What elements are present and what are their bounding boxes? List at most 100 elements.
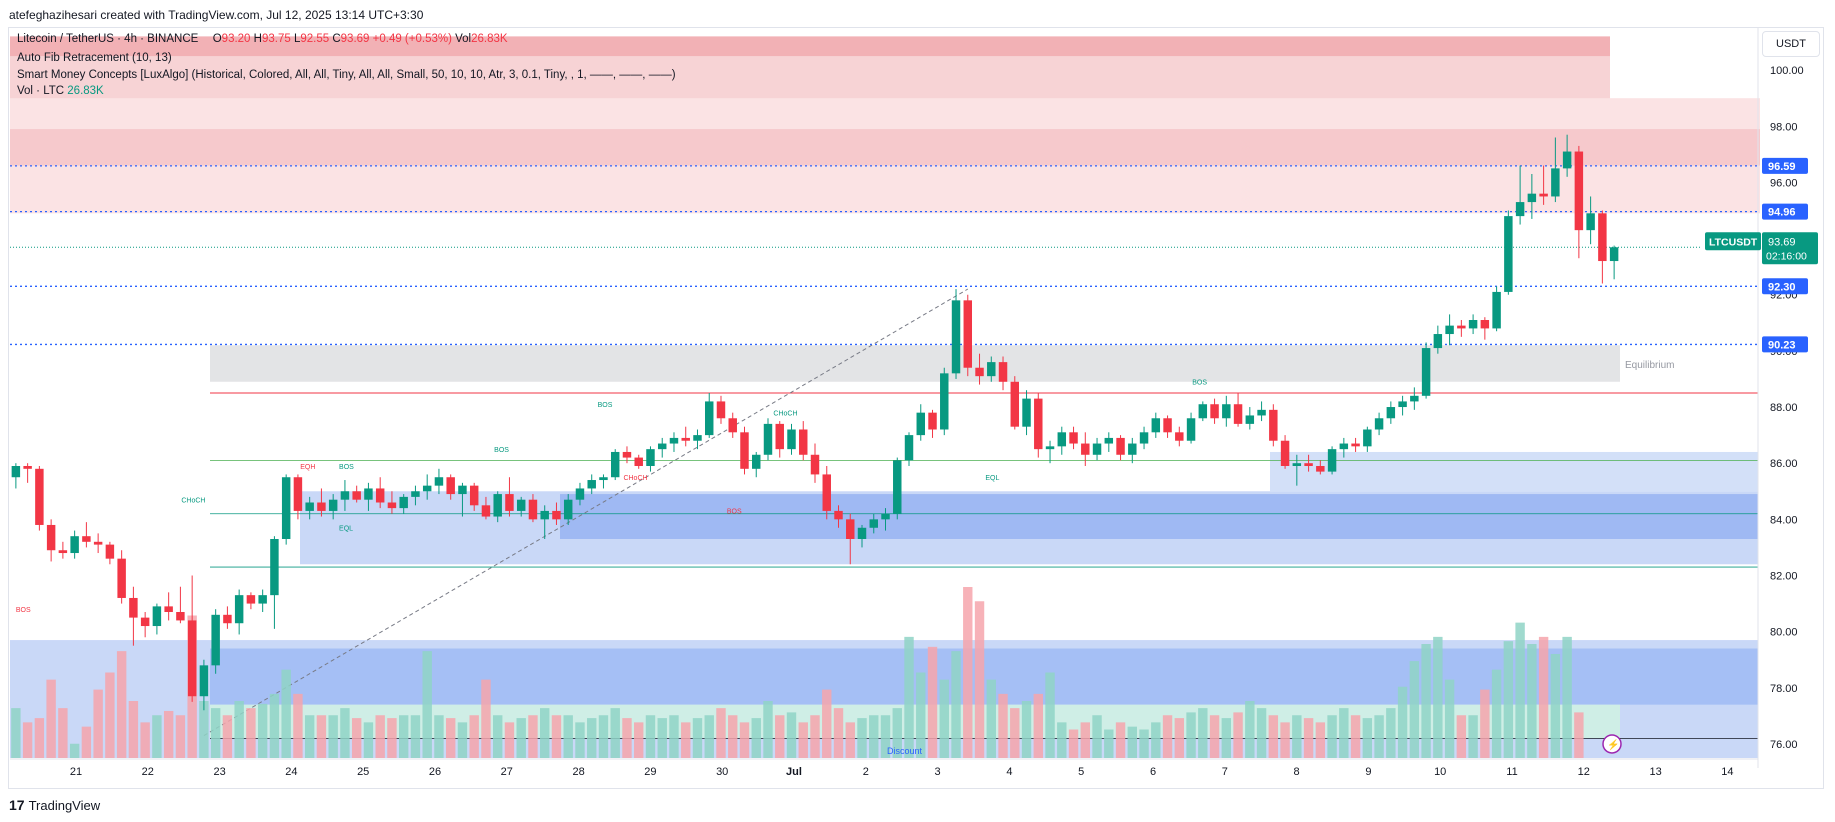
close-value: 93.69 bbox=[340, 33, 370, 45]
volume-bar bbox=[751, 718, 761, 758]
volume-bar bbox=[1080, 722, 1090, 758]
volume-bar bbox=[410, 715, 421, 758]
candle bbox=[540, 505, 549, 539]
symbol-name[interactable]: Litecoin / TetherUS · 4h · BINANCE bbox=[17, 33, 199, 45]
volume-bar bbox=[869, 715, 879, 758]
candle-body bbox=[1104, 437, 1114, 444]
volume-bar bbox=[1574, 712, 1584, 758]
candle-body bbox=[657, 443, 667, 450]
candle-body bbox=[1386, 407, 1396, 419]
volume-bar bbox=[528, 715, 538, 758]
candle bbox=[164, 592, 173, 621]
candle-body bbox=[1222, 404, 1231, 419]
candle-body bbox=[129, 597, 138, 618]
volume-bar bbox=[1421, 644, 1431, 758]
candle-body bbox=[1433, 334, 1443, 349]
price-tag-value: 93.69 bbox=[1768, 236, 1796, 248]
premium-zone-top bbox=[10, 36, 1610, 57]
candle bbox=[610, 449, 620, 481]
time-tick-label: 4 bbox=[1006, 766, 1012, 778]
volume-bar bbox=[1292, 715, 1302, 758]
candle bbox=[1163, 415, 1172, 438]
candle-body bbox=[1468, 320, 1478, 329]
candle-body bbox=[951, 300, 961, 374]
candle-body bbox=[375, 488, 385, 503]
candle-body bbox=[634, 457, 643, 466]
candle bbox=[1210, 398, 1219, 424]
candle-body bbox=[904, 435, 914, 461]
smc-label: CHoCH bbox=[181, 498, 205, 505]
smc-label: CHoCH bbox=[623, 475, 647, 482]
candle-body bbox=[857, 527, 867, 539]
fib-trend-line bbox=[203, 288, 969, 736]
price-tick-label: 78.00 bbox=[1770, 683, 1798, 695]
volume-bar bbox=[269, 693, 280, 758]
candle bbox=[1139, 426, 1149, 450]
candle bbox=[1280, 435, 1290, 469]
candle-body bbox=[1292, 463, 1302, 466]
candle-body bbox=[399, 496, 408, 509]
volume-bar bbox=[210, 708, 221, 758]
volume-bar bbox=[810, 715, 820, 758]
volume-bar bbox=[551, 715, 562, 758]
candle-body bbox=[58, 550, 68, 554]
time-tick-label: 24 bbox=[285, 766, 297, 778]
time-tick-label: 11 bbox=[1506, 766, 1517, 778]
volume-bar bbox=[1386, 708, 1396, 758]
candle-body bbox=[1515, 202, 1525, 217]
candle bbox=[1598, 210, 1607, 284]
candle-body bbox=[1151, 418, 1161, 433]
volume-bar bbox=[704, 715, 714, 758]
candle-body bbox=[187, 620, 197, 697]
low-value: 92.55 bbox=[300, 33, 330, 45]
volume-bar bbox=[927, 646, 938, 758]
candle bbox=[281, 474, 291, 545]
price-tick-label: 84.00 bbox=[1770, 514, 1798, 526]
candle bbox=[1304, 454, 1313, 472]
candle-body bbox=[23, 466, 32, 469]
candle-body bbox=[1609, 247, 1619, 262]
indicator-smc[interactable]: Smart Money Concepts [LuxAlgo] (Historic… bbox=[17, 69, 676, 81]
candle-body bbox=[1280, 440, 1290, 466]
volume-bar bbox=[69, 743, 80, 758]
time-tick-label: 14 bbox=[1721, 766, 1733, 778]
currency-button[interactable]: USDT bbox=[1762, 31, 1820, 57]
volume-bar bbox=[246, 708, 256, 758]
volume-bar bbox=[1139, 729, 1149, 758]
volume-bar bbox=[681, 722, 691, 758]
candle-body bbox=[246, 595, 256, 604]
candle bbox=[940, 367, 949, 436]
candle bbox=[93, 533, 103, 554]
volume-bar bbox=[1233, 712, 1243, 758]
time-tick-label: 23 bbox=[213, 766, 225, 778]
candle bbox=[129, 586, 138, 646]
candle-body bbox=[117, 558, 126, 598]
candle-body bbox=[998, 362, 1008, 382]
candle bbox=[681, 426, 690, 447]
candle-body bbox=[1398, 401, 1407, 408]
candle-body bbox=[822, 474, 831, 511]
volume-bar bbox=[175, 715, 186, 758]
volume-bar bbox=[46, 679, 56, 758]
candle bbox=[199, 659, 209, 711]
candle bbox=[1586, 196, 1595, 245]
level-tag-label: 90.23 bbox=[1768, 339, 1796, 351]
volume-legend[interactable]: Vol · LTC 26.83K bbox=[17, 85, 104, 97]
brand-name: TradingView bbox=[28, 797, 101, 813]
smc-label: BOS bbox=[1192, 380, 1207, 387]
volume-bar bbox=[1515, 622, 1525, 758]
volume-bar bbox=[1256, 708, 1267, 758]
candle-body bbox=[1527, 193, 1537, 203]
volume-bar bbox=[257, 703, 268, 758]
volume-bar bbox=[398, 715, 409, 758]
close-label: C bbox=[332, 33, 341, 45]
volume-bar bbox=[657, 718, 667, 758]
candle bbox=[246, 592, 256, 610]
logo-mark-icon: 17 bbox=[9, 797, 25, 813]
price-tick-label: 100.00 bbox=[1770, 65, 1804, 77]
tradingview-logo[interactable]: 17 TradingView bbox=[9, 797, 100, 813]
indicator-fib[interactable]: Auto Fib Retracement (10, 13) bbox=[17, 52, 172, 64]
candle-body bbox=[469, 485, 479, 506]
volume-bar bbox=[739, 722, 750, 758]
